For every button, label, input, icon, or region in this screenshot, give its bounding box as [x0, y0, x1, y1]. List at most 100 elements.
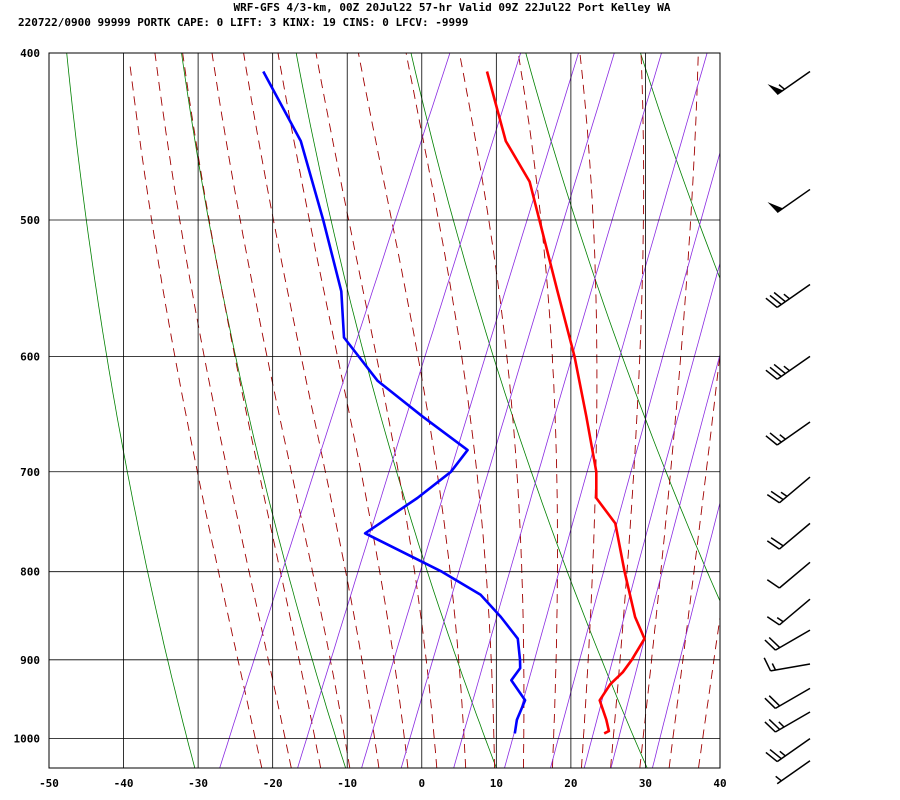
- wind-barb-feather: [773, 291, 786, 303]
- moist-adiabat: [182, 53, 322, 768]
- x-tick-label: 0: [418, 777, 425, 790]
- wind-barb-half-feather: [776, 616, 784, 623]
- wind-barb-pennant: [767, 202, 783, 213]
- x-tick-label: -20: [263, 777, 283, 790]
- y-tick-label: 600: [20, 350, 40, 363]
- mixing-ratio-line: [610, 353, 720, 768]
- wind-barb-staff: [778, 598, 811, 626]
- moist-adiabat: [315, 53, 438, 768]
- wind-barb: [767, 188, 811, 214]
- y-tick-label: 1000: [14, 733, 41, 746]
- wind-barb-feather: [768, 718, 781, 731]
- moist-adiabat: [129, 62, 263, 768]
- wind-barb: [766, 561, 811, 589]
- wind-barb: [766, 522, 811, 550]
- wind-barb-staff: [778, 561, 811, 589]
- wind-barb: [764, 629, 811, 651]
- wind-barb-staff: [775, 711, 811, 733]
- dry-adiabat: [755, 53, 900, 768]
- header-line-1: WRF-GFS 4/3-km, 00Z 20Jul22 57-hr Valid …: [233, 1, 670, 14]
- mixing-ratio-line: [652, 501, 720, 768]
- wind-barb-half-feather: [783, 293, 790, 300]
- mixing-ratio-line: [219, 53, 451, 768]
- y-tick-label: 800: [20, 566, 40, 579]
- wind-barb-half-feather: [780, 491, 788, 498]
- wind-barb: [765, 421, 811, 446]
- mixing-ratio-line: [550, 151, 720, 768]
- background-grid: [66, 53, 900, 768]
- wind-barb-feather: [770, 490, 784, 501]
- wind-barb-column: [763, 70, 811, 785]
- wind-barb: [764, 687, 811, 710]
- dry-adiabat: [640, 53, 720, 280]
- x-tick-label: -40: [114, 777, 134, 790]
- wind-barb-feather: [766, 540, 780, 550]
- wind-barb-staff: [770, 663, 811, 672]
- wind-barb: [766, 476, 811, 504]
- x-tick-label: -30: [188, 777, 208, 790]
- wind-barb-feather: [770, 537, 784, 547]
- moist-adiabat: [639, 53, 699, 768]
- wind-barb-feather: [769, 432, 782, 443]
- mixing-ratio-line: [361, 53, 579, 768]
- mixing-ratio-line: [583, 261, 720, 768]
- wind-barb-half-feather: [779, 434, 786, 440]
- dry-adiabat: [410, 53, 648, 768]
- moist-adiabat: [211, 53, 351, 768]
- dewpoint-line: [262, 70, 527, 734]
- dry-adiabat: [295, 53, 497, 768]
- wind-barb-feather: [764, 697, 776, 709]
- x-tick-label: 40: [713, 777, 726, 790]
- wind-barb-feather: [769, 294, 782, 306]
- x-tick-label: 10: [490, 777, 503, 790]
- temperature-axis: -50 -40 -30 -20 -10 0 10 20 30 40: [39, 777, 727, 790]
- wind-barb-feather: [766, 579, 780, 589]
- header-line-2: 220722/0900 99999 PORTK CAPE: 0 LIFT: 3 …: [18, 16, 468, 29]
- wind-barb-half-feather: [779, 750, 786, 757]
- wind-barb: [765, 738, 811, 763]
- wind-barb-feather: [766, 493, 780, 504]
- mixing-ratio-line: [297, 53, 521, 768]
- wind-barb: [766, 598, 811, 626]
- y-tick-label: 900: [20, 654, 40, 667]
- wind-barb-pennant: [767, 84, 783, 95]
- wind-barb: [775, 760, 811, 785]
- wind-barb: [763, 657, 811, 672]
- moist-adiabat: [243, 53, 380, 768]
- wind-barb-feather: [765, 751, 778, 763]
- dry-adiabat: [525, 53, 720, 603]
- wind-barb: [765, 283, 811, 309]
- wind-barb-feather: [769, 366, 782, 378]
- wind-barb-staff: [776, 738, 811, 763]
- wind-barb-feather: [769, 749, 782, 760]
- x-tick-label: 30: [639, 777, 652, 790]
- y-tick-label: 400: [20, 47, 40, 60]
- dry-adiabat: [870, 53, 900, 768]
- plot-frame: [48, 52, 721, 769]
- wind-barb: [767, 70, 811, 96]
- wind-barb: [765, 355, 811, 380]
- y-tick-label: 500: [20, 214, 40, 227]
- pressure-axis: 400 500 600 700 800 900 1000: [14, 47, 41, 746]
- wind-barb-staff: [776, 421, 811, 446]
- wind-barb-half-feather: [778, 84, 786, 90]
- wind-barb-staff: [775, 687, 811, 710]
- sounding-profiles: [262, 70, 646, 735]
- wind-barb-feather: [768, 695, 781, 707]
- moist-adiabat: [357, 53, 467, 768]
- wind-barb-feather: [766, 616, 780, 626]
- x-tick-label: 20: [564, 777, 577, 790]
- wind-barb-feather: [764, 639, 776, 651]
- wind-barb-feather: [763, 657, 772, 672]
- moist-adiabat: [579, 53, 598, 768]
- wind-barb-feather: [768, 636, 781, 649]
- wind-barb-feather: [764, 721, 776, 733]
- dry-adiabat: [181, 53, 346, 768]
- wind-barb-feather: [765, 435, 778, 446]
- wind-barb-half-feather: [775, 775, 782, 782]
- wind-barb-staff: [776, 355, 811, 380]
- temperature-line: [485, 71, 646, 735]
- mixing-ratio-line: [504, 53, 708, 768]
- wind-barb-feather: [765, 297, 778, 308]
- moist-adiabat: [517, 53, 558, 768]
